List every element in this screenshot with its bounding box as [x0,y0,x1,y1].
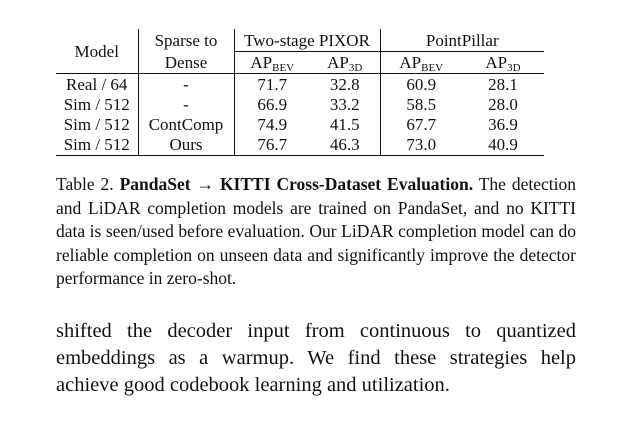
cell-model: Sim / 512 [56,94,139,114]
header-sparse-line2: Dense [138,51,235,74]
caption-title: PandaSet → KITTI Cross-Dataset Evaluatio… [119,174,474,194]
caption-label: Table 2. [56,174,114,194]
cell-pp-3d: 36.9 [488,114,518,134]
table-row: Sim / 512 ContComp 74.9 41.5 67.7 36.9 [56,114,544,134]
cell-pp-3d: 28.1 [488,74,518,94]
table-row: Real / 64 - 71.7 32.8 60.9 28.1 [56,73,544,94]
cell-pixor-bev: 71.7 [257,74,288,94]
header-pp-ap-3d: AP3D [462,51,544,74]
cell-pp-bev: 67.7 [406,114,437,134]
table-row: Sim / 512 - 66.9 33.2 58.5 28.0 [56,94,544,114]
header-group-pixor: Two-stage PIXOR [234,29,381,52]
cell-pixor-3d: 46.3 [310,134,381,156]
cell-pixor-bev: 74.9 [257,114,288,134]
header-pp-ap-bev: APBEV [380,51,462,74]
cell-pixor-bev: 66.9 [257,94,288,114]
cell-pixor-3d: 33.2 [310,94,381,114]
header-model: Model [56,29,139,74]
cell-pixor-bev: 76.7 [234,134,310,156]
table-caption: Table 2. PandaSet → KITTI Cross-Dataset … [56,173,576,291]
cell-sparse: - [138,94,235,114]
cell-pixor-3d: 32.8 [310,73,381,94]
cell-sparse: ContComp [138,114,235,134]
header-pixor-ap-3d: AP3D [310,51,381,74]
cell-model: Sim / 512 [56,134,139,156]
body-paragraph: shifted the decoder input from continuou… [56,320,576,396]
cell-pixor-3d: 41.5 [310,114,381,134]
cell-model: Real / 64 [56,73,139,94]
table-row: Sim / 512 Ours 76.7 46.3 73.0 40.9 [56,134,544,156]
cell-model: Sim / 512 [56,114,139,134]
cell-pp-bev: 58.5 [406,94,437,114]
header-pixor-ap-bev: APBEV [234,51,310,74]
header-group-pointpillar: PointPillar [380,29,544,52]
cell-pp-3d: 40.9 [462,134,544,156]
cell-sparse: Ours [138,134,235,156]
cell-sparse: - [138,73,235,94]
cell-pp-bev: 73.0 [380,134,462,156]
caption-text: The detection and LiDAR completion model… [56,174,577,288]
header-sparse-line1: Sparse to [138,29,235,52]
results-table: Model Sparse to Two-stage PIXOR PointPil… [56,29,544,156]
cell-pp-3d: 28.0 [488,94,518,114]
cell-pp-bev: 60.9 [406,74,437,94]
